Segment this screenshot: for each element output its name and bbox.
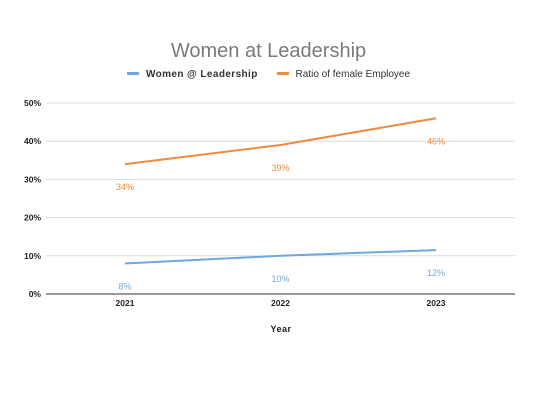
data-label: 46%	[427, 136, 445, 146]
legend-swatch-women-leadership	[126, 71, 139, 75]
legend-item-women-leadership[interactable]: Women @ Leadership	[126, 69, 258, 80]
data-label: 8%	[118, 281, 131, 291]
x-tick-label: 2023	[427, 298, 446, 308]
legend-label-women-leadership: Women @ Leadership	[145, 69, 258, 80]
chart-title: Women at Leadership	[170, 40, 367, 62]
data-label: 12%	[427, 268, 445, 278]
y-tick-label: 10%	[24, 251, 41, 261]
x-axis-title: Year	[270, 324, 291, 334]
series-line	[124, 249, 437, 265]
data-label: 10%	[271, 274, 289, 284]
y-tick-label: 20%	[24, 213, 41, 223]
legend-item-female-ratio[interactable]: Ratio of female Employee	[276, 69, 411, 80]
series-line	[124, 117, 437, 166]
y-tick-label: 50%	[24, 98, 41, 108]
legend-swatch-female-ratio	[276, 71, 289, 75]
legend-label-female-ratio: Ratio of female Employee	[295, 69, 411, 80]
data-label: 39%	[271, 163, 289, 173]
legend: Women @ Leadership Ratio of female Emplo…	[0, 69, 537, 80]
y-tick-label: 30%	[24, 174, 41, 184]
data-label: 34%	[116, 182, 134, 192]
x-tick-label: 2022	[271, 298, 290, 308]
y-tick-label: 40%	[24, 136, 41, 146]
y-tick-label: 0%	[29, 289, 42, 299]
x-tick-label: 2021	[116, 298, 135, 308]
